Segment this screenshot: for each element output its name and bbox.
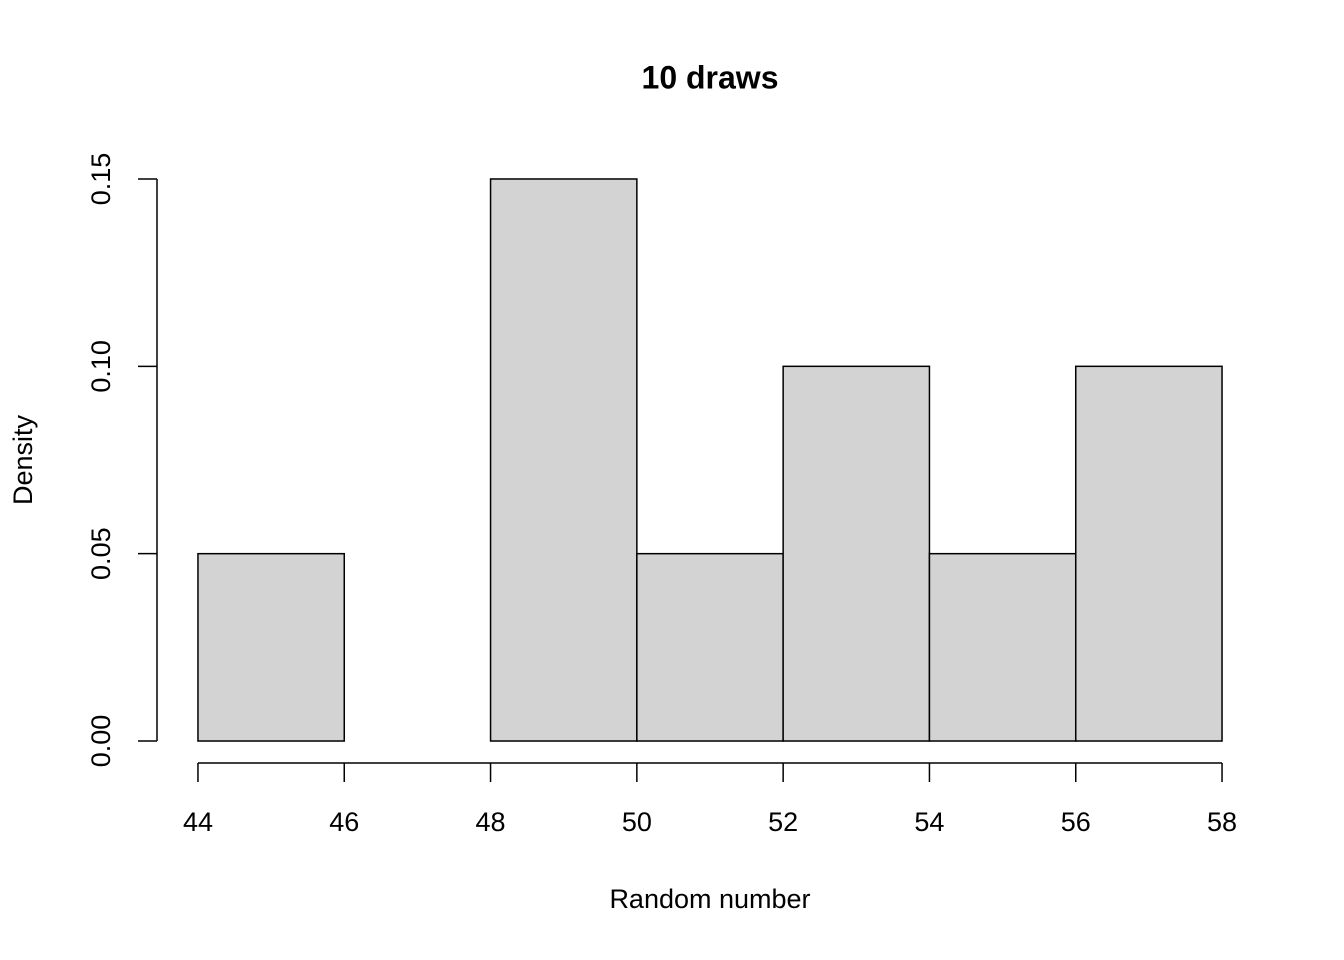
bar [636, 552, 784, 742]
x-tick-label: 56 [1061, 807, 1091, 837]
x-tick-label: 58 [1207, 807, 1237, 837]
chart-title: 10 draws [642, 59, 779, 95]
bar [928, 552, 1077, 742]
bar [489, 178, 638, 742]
y-tick-label: 0.10 [86, 340, 116, 393]
bar [197, 552, 346, 742]
y-tick-label: 0.00 [86, 715, 116, 768]
x-tick-label: 44 [183, 807, 213, 837]
y-tick-label: 0.05 [86, 527, 116, 580]
bar [782, 365, 931, 742]
bar [1074, 365, 1223, 742]
x-tick-label: 48 [476, 807, 506, 837]
x-tick-label: 52 [768, 807, 798, 837]
y-tick-label: 0.15 [86, 153, 116, 206]
x-tick-label: 50 [622, 807, 652, 837]
y-axis-label: Density [8, 414, 38, 505]
x-tick-label: 54 [914, 807, 944, 837]
x-tick-label: 46 [329, 807, 359, 837]
x-axis-label: Random number [609, 884, 810, 914]
